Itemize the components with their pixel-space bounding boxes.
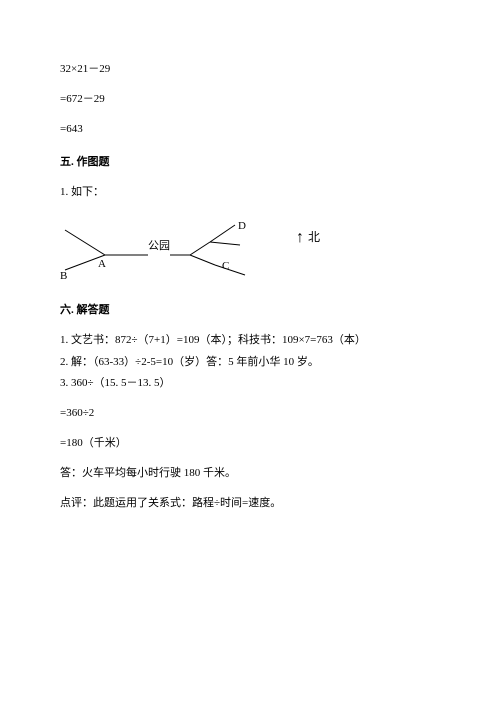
svg-text:C: C: [222, 260, 229, 272]
calc-line-2: =672－29: [60, 90, 440, 110]
q1-line: 1. 文艺书：872÷（7+1）=109（本）；科技书：109×7=763（本）: [60, 331, 440, 351]
diagram-container: ABCD 公园 ↑ 北: [60, 215, 300, 285]
answer-line: 答：火车平均每小时行驶 180 千米。: [60, 464, 440, 484]
q3-line-1: 3. 360÷（15. 5－13. 5）: [60, 374, 440, 394]
q2-line: 2. 解：（63-33）÷2-5=10（岁）答：5 年前小华 10 岁。: [60, 353, 440, 373]
north-indicator: ↑ 北: [296, 227, 320, 249]
svg-text:A: A: [98, 258, 106, 270]
q3-line-3: =180（千米）: [60, 434, 440, 454]
park-label: 公园: [148, 237, 170, 257]
section-5-heading: 五. 作图题: [60, 153, 440, 173]
svg-text:D: D: [238, 220, 246, 232]
north-arrow-icon: ↑: [296, 230, 304, 246]
section-6-heading: 六. 解答题: [60, 301, 440, 321]
section-5-item-1: 1. 如下：: [60, 183, 440, 203]
calc-line-1: 32×21－29: [60, 60, 440, 80]
comment-line: 点评：此题运用了关系式：路程÷时间=速度。: [60, 494, 440, 514]
north-label: 北: [308, 227, 320, 249]
calc-line-3: =643: [60, 120, 440, 140]
svg-text:B: B: [60, 270, 67, 282]
q3-line-2: =360÷2: [60, 404, 440, 424]
